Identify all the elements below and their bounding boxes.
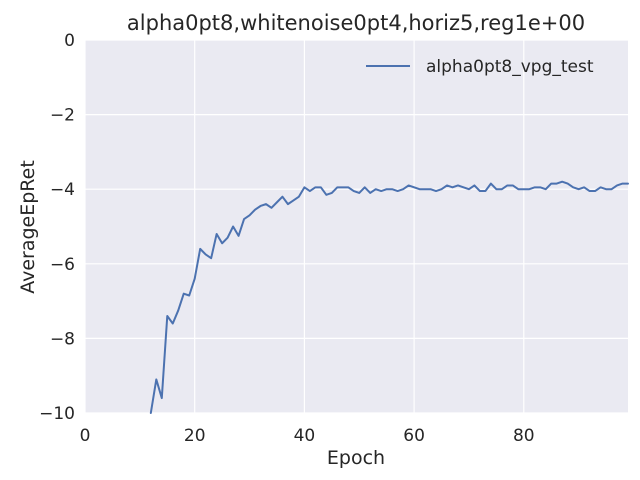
legend: alpha0pt8_vpg_test [366,57,594,77]
y-tick-label: −2 [50,106,75,126]
x-tick-label: 0 [80,426,91,446]
x-tick-label: 60 [403,426,425,446]
x-tick-label: 80 [513,426,535,446]
series-line [149,180,629,414]
y-tick-label: −6 [50,255,75,275]
plot-area [85,40,628,413]
x-tick-label: 20 [184,426,206,446]
y-axis-ticks: 0 −2 −4 −6 −8 −10 [39,31,75,424]
series-layer [149,180,629,414]
y-tick-label: −10 [39,404,75,424]
y-tick-label: −4 [50,180,75,200]
grid-lines [84,39,628,414]
y-tick-label: 0 [64,31,75,51]
chart-title: alpha0pt8,whitenoise0pt4,horiz5,reg1e+00 [127,11,585,35]
x-axis-label: Epoch [327,447,385,469]
y-tick-label: −8 [50,329,75,349]
x-tick-label: 40 [294,426,316,446]
y-axis-label: AverageEpRet [17,160,39,294]
legend-entry-label: alpha0pt8_vpg_test [426,57,594,77]
x-axis-ticks: 0 20 40 60 80 [80,426,535,446]
